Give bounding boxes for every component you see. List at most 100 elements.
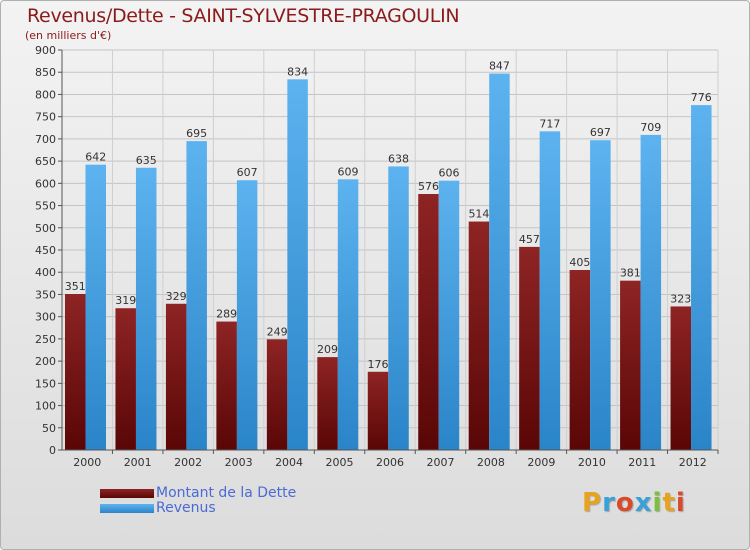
x-tick-label: 2000 [73, 456, 101, 469]
y-tick-label: 400 [35, 266, 56, 279]
bar-revenus [337, 179, 359, 451]
x-tick-label: 2006 [376, 456, 404, 469]
x-tick-label: 2011 [628, 456, 656, 469]
bar-revenus [590, 140, 611, 450]
bar-debt [165, 303, 187, 450]
y-tick-label: 500 [35, 222, 56, 235]
data-label-revenus: 607 [237, 166, 258, 179]
x-tick-label: 2004 [275, 456, 303, 469]
bar-debt [266, 339, 288, 450]
bar-revenus [539, 131, 561, 451]
logo-letter: x [634, 488, 653, 518]
data-label-revenus: 638 [388, 152, 409, 165]
data-label-debt: 329 [166, 290, 187, 303]
bar-revenus [236, 180, 258, 450]
bar-debt [620, 280, 641, 450]
bar-revenus [287, 79, 308, 450]
data-label-revenus: 834 [287, 65, 308, 78]
y-tick-label: 450 [35, 244, 56, 257]
chart-subtitle: (en milliers d'€) [25, 29, 112, 42]
data-label-revenus: 776 [691, 91, 712, 104]
x-tick-label: 2007 [426, 456, 454, 469]
bar-revenus [640, 134, 662, 450]
x-tick-label: 2012 [679, 456, 707, 469]
bar-debt [115, 308, 136, 450]
data-label-revenus: 695 [186, 127, 207, 140]
data-label-debt: 209 [317, 343, 338, 356]
y-tick-label: 300 [35, 311, 56, 324]
data-label-debt: 249 [267, 325, 288, 338]
legend-swatch-debt [100, 489, 154, 498]
bar-debt [569, 270, 591, 450]
y-tick-label: 50 [42, 422, 56, 435]
legend-swatch-revenus [100, 504, 154, 513]
bar-revenus [489, 73, 510, 451]
bar-revenus [135, 167, 157, 450]
bar-debt [216, 321, 237, 450]
y-tick-label: 550 [35, 200, 56, 213]
bar-debt [367, 371, 389, 450]
logo-letter: P [582, 488, 603, 518]
x-tick-label: 2009 [527, 456, 555, 469]
bar-revenus [186, 141, 207, 450]
y-tick-label: 0 [49, 444, 56, 457]
bar-debt [418, 194, 439, 450]
bar-debt [65, 294, 86, 450]
x-tick-label: 2005 [326, 456, 354, 469]
legend-label-debt: Montant de la Dette [156, 485, 297, 501]
logo-letter: r [602, 488, 616, 518]
bar-debt [519, 246, 540, 450]
logo-letter: o [615, 488, 635, 518]
y-tick-label: 350 [35, 288, 56, 301]
x-tick-label: 2001 [124, 456, 152, 469]
data-label-debt: 319 [115, 294, 136, 307]
data-label-debt: 289 [216, 308, 237, 321]
y-tick-label: 900 [35, 44, 56, 57]
y-tick-label: 750 [35, 111, 56, 124]
y-tick-label: 100 [35, 400, 56, 413]
y-tick-label: 850 [35, 66, 56, 79]
data-label-revenus: 847 [489, 60, 510, 73]
bar-debt [670, 306, 692, 450]
data-label-debt: 323 [670, 292, 691, 305]
data-label-debt: 176 [368, 358, 389, 371]
y-tick-label: 250 [35, 333, 56, 346]
logo-letter: i [675, 488, 686, 518]
x-tick-label: 2008 [477, 456, 505, 469]
data-label-debt: 576 [418, 180, 439, 193]
logo-letter: t [662, 488, 676, 518]
data-label-revenus: 609 [338, 165, 359, 178]
data-label-debt: 351 [65, 280, 86, 293]
x-tick-label: 2002 [174, 456, 202, 469]
data-label-revenus: 635 [136, 154, 157, 167]
data-label-debt: 381 [620, 267, 641, 280]
bar-debt [317, 357, 338, 450]
y-tick-label: 700 [35, 133, 56, 146]
data-label-revenus: 717 [539, 117, 560, 130]
bar-revenus [438, 180, 460, 450]
bar-revenus [691, 105, 712, 450]
x-tick-label: 2010 [578, 456, 606, 469]
y-tick-label: 150 [35, 377, 56, 390]
chart-title: Revenus/Dette - SAINT-SYLVESTRE-PRAGOULI… [27, 5, 460, 27]
legend-label-revenus: Revenus [156, 500, 216, 516]
y-tick-label: 800 [35, 88, 56, 101]
data-label-revenus: 606 [438, 167, 459, 180]
proxiti-logo: Proxiti [582, 488, 686, 518]
data-label-debt: 514 [468, 208, 489, 221]
data-label-debt: 457 [519, 233, 540, 246]
bar-revenus [388, 166, 409, 450]
data-label-revenus: 697 [590, 126, 611, 139]
y-tick-label: 200 [35, 355, 56, 368]
bar-revenus [85, 164, 106, 450]
bar-debt [468, 221, 490, 450]
data-label-revenus: 709 [640, 121, 661, 134]
x-tick-label: 2003 [225, 456, 253, 469]
logo-letter: i [652, 488, 663, 518]
data-label-revenus: 642 [85, 151, 106, 164]
y-tick-label: 600 [35, 177, 56, 190]
data-label-debt: 405 [569, 256, 590, 269]
y-tick-label: 650 [35, 155, 56, 168]
